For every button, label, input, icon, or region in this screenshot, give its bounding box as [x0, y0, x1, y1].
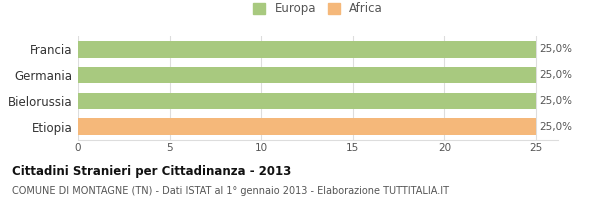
- Bar: [78, 41, 536, 58]
- Text: 25,0%: 25,0%: [539, 70, 572, 80]
- Text: COMUNE DI MONTAGNE (TN) - Dati ISTAT al 1° gennaio 2013 - Elaborazione TUTTITALI: COMUNE DI MONTAGNE (TN) - Dati ISTAT al …: [12, 186, 449, 196]
- Text: 25,0%: 25,0%: [539, 122, 572, 132]
- Bar: [78, 118, 536, 135]
- Text: Cittadini Stranieri per Cittadinanza - 2013: Cittadini Stranieri per Cittadinanza - 2…: [12, 165, 291, 178]
- Bar: [78, 93, 536, 109]
- Legend: Europa, Africa: Europa, Africa: [253, 2, 383, 15]
- Text: 25,0%: 25,0%: [539, 96, 572, 106]
- Text: 25,0%: 25,0%: [539, 44, 572, 54]
- Bar: [78, 67, 536, 83]
